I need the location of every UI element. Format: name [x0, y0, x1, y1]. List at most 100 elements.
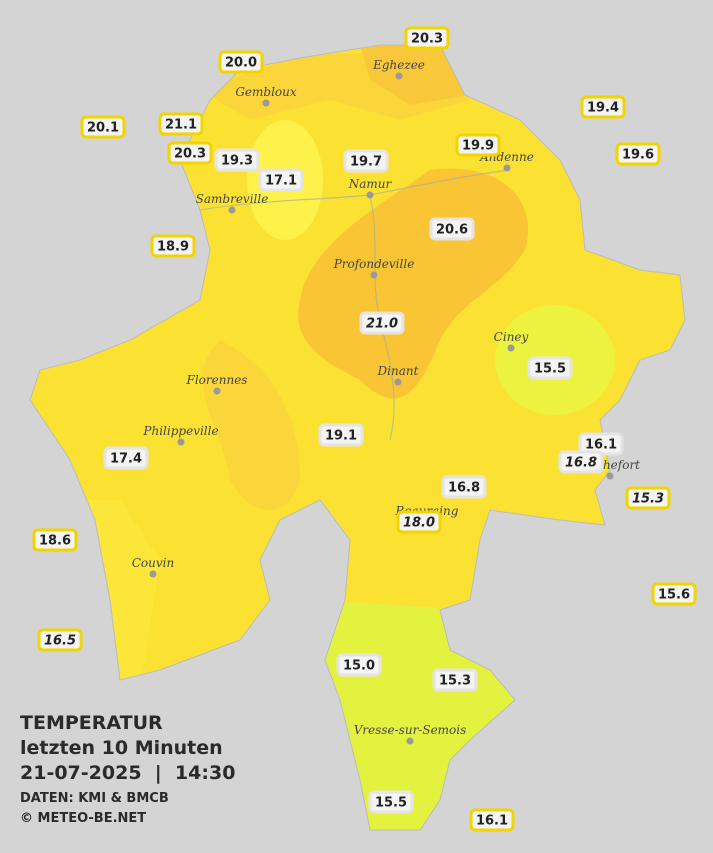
- station: 19.9: [455, 133, 501, 157]
- station: 21.0: [359, 311, 405, 335]
- station-box: [396, 510, 442, 534]
- town-dot: [213, 387, 221, 395]
- station: 15.3: [432, 668, 478, 692]
- town-dot: [503, 164, 511, 172]
- station-value: 17.4: [110, 452, 142, 467]
- station: 19.6: [615, 142, 661, 166]
- town-label: Ciney: [494, 330, 529, 344]
- station-box: [469, 808, 515, 832]
- station-box: [455, 133, 501, 157]
- station: 16.8: [441, 475, 487, 499]
- station-value: 20.1: [87, 121, 119, 136]
- station: 15.6: [651, 582, 697, 606]
- station-box: [368, 790, 414, 814]
- town-dot: [370, 271, 378, 279]
- station-value: 19.7: [350, 155, 382, 170]
- station: 18.0: [396, 510, 442, 534]
- station-box: [429, 217, 475, 241]
- station-box: [37, 628, 83, 652]
- station-box: [32, 528, 78, 552]
- station-value: 19.1: [325, 429, 357, 444]
- station-value: 15.3: [632, 492, 664, 507]
- station-value: 16.1: [585, 438, 617, 453]
- title: TEMPERATUR: [20, 712, 163, 734]
- station-value: 20.3: [411, 32, 443, 47]
- station: 19.1: [318, 423, 364, 447]
- station-box: [432, 668, 478, 692]
- station-value: 16.8: [565, 456, 597, 471]
- station-value: 18.6: [39, 534, 71, 549]
- station: 20.1: [80, 115, 126, 139]
- station-box: [103, 446, 149, 470]
- period: letzten 10 Minuten: [20, 737, 223, 759]
- town-dot: [406, 737, 414, 745]
- station-value: 19.4: [587, 101, 619, 116]
- station-value: 18.9: [157, 240, 189, 255]
- town-dot: [149, 570, 157, 578]
- station-value: 16.5: [44, 634, 76, 649]
- station: 20.3: [167, 141, 213, 165]
- station: 20.0: [218, 50, 264, 74]
- station: 18.6: [32, 528, 78, 552]
- station-value: 17.1: [265, 174, 297, 189]
- town-label: Florennes: [186, 373, 248, 387]
- station-box: [167, 141, 213, 165]
- town-label: Namur: [348, 177, 393, 191]
- station: 15.0: [336, 653, 382, 677]
- station-value: 19.3: [221, 154, 253, 169]
- town-label: Philippeville: [142, 424, 218, 438]
- town-label: Gembloux: [235, 85, 297, 99]
- station-value: 15.5: [375, 796, 407, 811]
- station-value: 20.0: [225, 56, 257, 71]
- station: 19.4: [580, 95, 626, 119]
- station-box: [258, 168, 304, 192]
- station-box: [359, 311, 405, 335]
- town-label: Eghezee: [372, 58, 425, 72]
- station: 15.5: [527, 356, 573, 380]
- station-box: [615, 142, 661, 166]
- town-dot: [262, 99, 270, 107]
- station-box: [558, 450, 604, 474]
- town-label: Profondeville: [333, 257, 415, 271]
- station-box: [580, 95, 626, 119]
- station: 17.1: [258, 168, 304, 192]
- station-box: [218, 50, 264, 74]
- station: 15.5: [368, 790, 414, 814]
- station-value: 21.1: [165, 118, 197, 133]
- town-dot: [395, 72, 403, 80]
- station: 16.8: [558, 450, 604, 474]
- station-box: [625, 486, 671, 510]
- station: 15.3: [625, 486, 671, 510]
- station-value: 15.5: [534, 362, 566, 377]
- datetime: 21-07-2025 | 14:30: [20, 762, 236, 784]
- station-box: [318, 423, 364, 447]
- station: 19.7: [343, 149, 389, 173]
- town-dot: [177, 438, 185, 446]
- town-dot: [394, 378, 402, 386]
- station-value: 16.1: [476, 814, 508, 829]
- station-box: [441, 475, 487, 499]
- station-value: 19.6: [622, 148, 654, 163]
- station-box: [527, 356, 573, 380]
- town-dot: [507, 344, 515, 352]
- town-label: Vresse-sur-Semois: [354, 723, 467, 737]
- town-dot: [366, 191, 374, 199]
- station-box: [343, 149, 389, 173]
- station: 20.3: [404, 26, 450, 50]
- station-box: [214, 148, 260, 172]
- station: 21.1: [158, 112, 204, 136]
- station-value: 16.8: [448, 481, 480, 496]
- station-box: [404, 26, 450, 50]
- station-box: [150, 234, 196, 258]
- credit: © METEO-BE.NET: [20, 811, 147, 826]
- station-value: 20.3: [174, 147, 206, 162]
- station: 20.6: [429, 217, 475, 241]
- station-value: 15.6: [658, 588, 690, 603]
- station: 18.9: [150, 234, 196, 258]
- station: 19.3: [214, 148, 260, 172]
- station-value: 18.0: [403, 516, 435, 531]
- station-box: [80, 115, 126, 139]
- town-label: Couvin: [132, 556, 174, 570]
- station-value: 20.6: [436, 223, 468, 238]
- station-value: 15.0: [343, 659, 375, 674]
